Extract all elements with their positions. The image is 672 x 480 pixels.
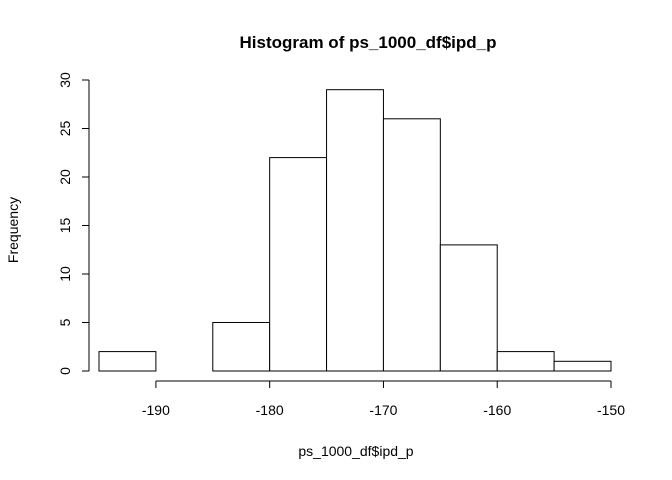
histogram-bar — [553, 360, 612, 372]
y-tick-label: 0 — [57, 367, 73, 375]
y-tick-label: 25 — [57, 121, 73, 137]
y-axis: 0 5 10 15 20 25 30 — [57, 72, 90, 375]
x-tick-label: -150 — [597, 402, 625, 418]
y-tick-label: 20 — [57, 169, 73, 185]
y-axis-label: Frequency — [5, 197, 21, 263]
x-tick-label: -190 — [142, 402, 170, 418]
histogram-bars — [98, 89, 612, 372]
y-tick-label: 5 — [57, 318, 73, 326]
x-tick-label: -180 — [256, 402, 284, 418]
histogram-bar — [98, 351, 157, 372]
y-tick-label: 30 — [57, 72, 73, 88]
histogram-bar — [382, 118, 441, 372]
y-tick-label: 15 — [57, 218, 73, 234]
histogram-bar — [326, 89, 384, 372]
histogram-bar — [439, 244, 498, 372]
histogram-bar — [212, 322, 271, 372]
histogram-bar — [496, 351, 555, 372]
chart-title: Histogram of ps_1000_df$ipd_p — [240, 33, 497, 52]
x-tick-label: -170 — [369, 402, 397, 418]
x-tick-label: -160 — [483, 402, 511, 418]
y-tick-label: 10 — [57, 266, 73, 282]
x-axis: -190 -180 -170 -160 -150 — [142, 380, 625, 418]
x-axis-label: ps_1000_df$ipd_p — [298, 443, 413, 459]
histogram-bar — [269, 157, 328, 372]
